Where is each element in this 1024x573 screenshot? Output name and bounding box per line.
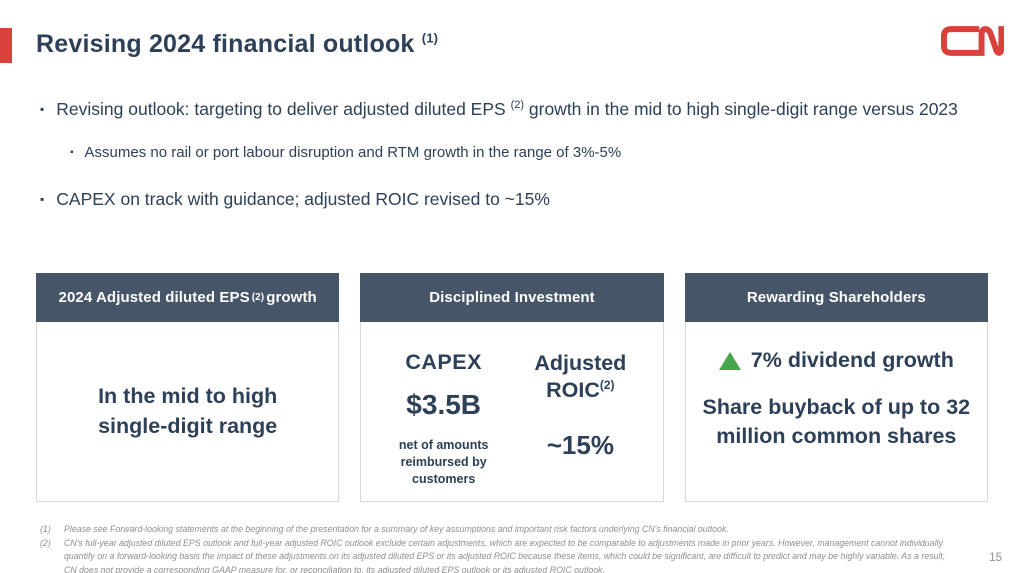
bullet1-post: growth in the mid to high single-digit r… <box>524 99 958 119</box>
bullet-square-icon: ▪ <box>40 102 45 116</box>
card-eps-body: In the mid to high single-digit range <box>36 322 340 502</box>
dividend-growth-text: 7% dividend growth <box>750 348 954 372</box>
page-title: Revising 2024 financial outlook (1) <box>36 30 438 59</box>
card-investment-header: Disciplined Investment <box>360 273 664 322</box>
card-shareholders-header: Rewarding Shareholders <box>684 273 988 322</box>
cn-logo-icon <box>940 26 1004 56</box>
card-disciplined-investment: Disciplined Investment CAPEX $3.5B net o… <box>360 273 664 502</box>
bullet-list: ▪ Revising outlook: targeting to deliver… <box>40 97 965 211</box>
roic-label: Adjusted ROIC(2) <box>512 350 649 404</box>
card-eps-header: 2024 Adjusted diluted EPS (2) growth <box>36 273 340 322</box>
bullet-square-icon: ▪ <box>70 147 74 159</box>
card-investment-body: CAPEX $3.5B net of amounts reimbursed by… <box>360 322 664 502</box>
summary-cards: 2024 Adjusted diluted EPS (2) growth In … <box>36 273 988 502</box>
card-eps-header-post: growth <box>266 289 317 306</box>
accent-bar <box>0 28 12 63</box>
capex-note: net of amounts reimbursed by customers <box>398 438 489 486</box>
card-eps-growth: 2024 Adjusted diluted EPS (2) growth In … <box>36 273 340 502</box>
roic-value: ~15% <box>546 429 614 460</box>
bullet1-footnote-ref: (2) <box>510 99 525 112</box>
dividend-growth-line: 7% dividend growth <box>696 348 977 373</box>
bullet-square-icon: ▪ <box>40 191 45 206</box>
bullet-item-capex: ▪ CAPEX on track with guidance; adjusted… <box>40 187 965 211</box>
footnote-1-number: (1) <box>40 524 51 534</box>
eps-range-text: In the mid to high single-digit range <box>98 383 278 438</box>
footnote-1-text: Please see Forward-looking statements at… <box>64 524 729 534</box>
roic-column: Adjusted ROIC(2) ~15% <box>512 350 649 491</box>
footnote-1: (1) Please see Forward-looking statement… <box>40 523 950 536</box>
triangle-up-icon <box>718 351 741 370</box>
roic-label-line1: Adjusted <box>534 351 627 375</box>
footnote-2-text: CN's full-year adjusted diluted EPS outl… <box>64 538 946 573</box>
bullet-text: Assumes no rail or port labour disruptio… <box>84 144 622 162</box>
share-buyback-text: Share buyback of up to 32 million common… <box>702 395 971 448</box>
footnotes: (1) Please see Forward-looking statement… <box>40 523 950 573</box>
capex-value: $3.5B <box>406 389 482 420</box>
roic-label-line2: ROIC <box>546 377 600 402</box>
card-shareholders-body: 7% dividend growth Share buyback of up t… <box>684 322 988 502</box>
page-title-text: Revising 2024 financial outlook <box>36 30 415 58</box>
bullet-text: CAPEX on track with guidance; adjusted R… <box>56 188 550 209</box>
title-footnote-ref: (1) <box>421 30 439 46</box>
capex-label: CAPEX <box>405 350 482 374</box>
bullet-item-assumptions: ▪ Assumes no rail or port labour disrupt… <box>70 143 965 163</box>
card-eps-footnote-ref: (2) <box>251 292 265 303</box>
capex-column: CAPEX $3.5B net of amounts reimbursed by… <box>375 350 512 491</box>
card-eps-header-pre: 2024 Adjusted diluted EPS <box>58 289 250 306</box>
roic-footnote-ref: (2) <box>599 377 615 392</box>
bullet1-pre: Revising outlook: targeting to deliver a… <box>56 99 511 119</box>
page-number: 15 <box>989 552 1002 564</box>
card-rewarding-shareholders: Rewarding Shareholders 7% dividend growt… <box>684 273 988 502</box>
bullet-text: Revising outlook: targeting to deliver a… <box>56 97 958 121</box>
bullet-item-outlook: ▪ Revising outlook: targeting to deliver… <box>40 97 965 121</box>
footnote-2: (2) CN's full-year adjusted diluted EPS … <box>40 537 950 573</box>
footnote-2-number: (2) <box>40 538 51 549</box>
